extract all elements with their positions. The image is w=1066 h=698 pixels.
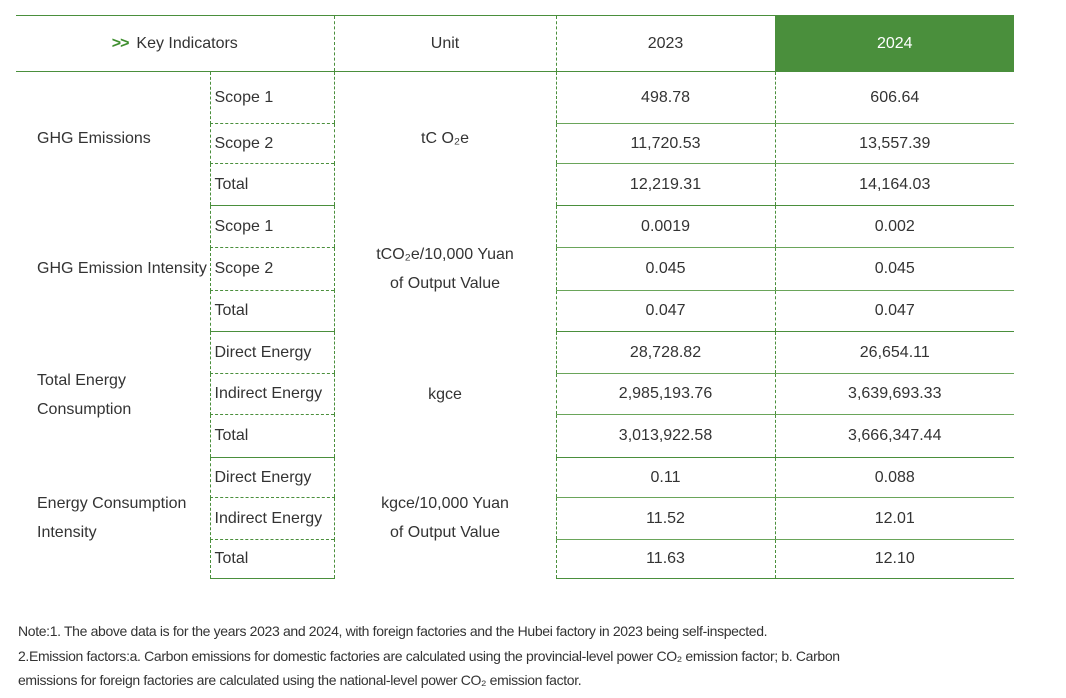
sub-indicator-label: Scope 1 xyxy=(209,71,335,124)
value-2024: 12.10 xyxy=(774,539,1015,579)
value-2024: 13,557.39 xyxy=(774,123,1015,164)
value-2023: 11.63 xyxy=(555,539,776,579)
table-row: Total Energy Consumption Direct Energy kgc… xyxy=(16,331,1015,458)
value-2024: 606.64 xyxy=(774,71,1015,124)
unit-cell: tCO₂e/10,000 Yuan of Output Value xyxy=(333,205,557,332)
unit-cell: tC O₂e xyxy=(333,71,557,206)
table-row: Energy Consumption Intensity Direct Energ… xyxy=(16,457,1015,579)
sub-indicator-label: Total xyxy=(209,414,335,458)
note-line: Note:1. The above data is for the years … xyxy=(18,623,768,639)
value-2024: 14,164.03 xyxy=(774,163,1015,206)
note-line: 2.Emission factors:a. Carbon emissions f… xyxy=(18,647,840,664)
sub-indicator-label: Direct Energy xyxy=(209,331,335,374)
value-2024: 0.045 xyxy=(774,247,1015,291)
double-chevron-icon: >> xyxy=(111,34,130,52)
value-2023: 0.11 xyxy=(555,457,776,498)
group-label: Energy Consumption Intensity xyxy=(37,495,187,541)
value-2024: 26,654.11 xyxy=(774,331,1015,374)
header-2024: 2024 xyxy=(774,15,1015,72)
value-2023: 0.0019 xyxy=(555,205,776,248)
header-unit: Unit xyxy=(333,15,557,72)
sub-indicator-label: Total xyxy=(209,163,335,206)
table-row: Total 11.63 12.10 xyxy=(16,539,1015,579)
table-row: Total 3,013,922.58 3,666,347.44 xyxy=(16,414,1015,458)
table-row: Total 0.047 0.047 xyxy=(16,290,1015,332)
group-label: GHG Emissions xyxy=(37,130,151,148)
value-2023: 2,985,193.76 xyxy=(555,373,776,415)
value-2024: 0.047 xyxy=(774,290,1015,332)
table-row: GHG Emission Intensity Scope 1 tCO₂e/10,00… xyxy=(16,205,1015,332)
value-2023: 0.047 xyxy=(555,290,776,332)
value-2023: 28,728.82 xyxy=(555,331,776,374)
group-label: Total Energy Consumption xyxy=(37,371,132,418)
value-2024: 12.01 xyxy=(774,497,1015,540)
table-row: Indirect Energy 11.52 12.01 xyxy=(16,497,1015,540)
notes: Note:1. The above data is for the years … xyxy=(18,619,840,693)
header-2023: 2023 xyxy=(555,15,776,72)
table-row: Scope 2 0.045 0.045 xyxy=(16,247,1015,291)
value-2023: 11,720.53 xyxy=(555,123,776,164)
group-label: GHG Emission Intensity xyxy=(37,260,207,277)
note-line: emissions for foreign factories are calc… xyxy=(18,672,582,688)
sub-indicator-label: Direct Energy xyxy=(209,457,335,498)
sub-indicator-label: Total xyxy=(209,539,335,579)
sub-indicator-label: Total xyxy=(209,290,335,332)
sub-indicator-label: Scope 1 xyxy=(209,205,335,248)
key-indicators-table: >> Key Indicators Unit 2023 2024 GHG Emis… xyxy=(16,15,1015,579)
header-row: >> Key Indicators Unit 2023 2024 xyxy=(16,15,1015,72)
sub-indicator-label: Indirect Energy xyxy=(209,373,335,415)
table-row: Total 12,219.31 14,164.03 xyxy=(16,163,1015,206)
table-row: Scope 2 11,720.53 13,557.39 xyxy=(16,123,1015,164)
value-2024: 0.002 xyxy=(774,205,1015,248)
unit-cell: kgce/10,000 Yuan of Output Value xyxy=(333,457,557,579)
value-2024: 3,639,693.33 xyxy=(774,373,1015,415)
sub-indicator-label: Scope 2 xyxy=(209,247,335,291)
value-2023: 11.52 xyxy=(555,497,776,540)
header-key-indicators-label: Key Indicators xyxy=(136,34,238,52)
value-2023: 498.78 xyxy=(555,71,776,124)
sub-indicator-label: Indirect Energy xyxy=(209,497,335,540)
value-2023: 12,219.31 xyxy=(555,163,776,206)
table-row: Indirect Energy 2,985,193.76 3,639,693.33 xyxy=(16,373,1015,415)
value-2024: 0.088 xyxy=(774,457,1015,498)
unit-cell: kgce xyxy=(333,331,557,458)
value-2023: 0.045 xyxy=(555,247,776,291)
value-2024: 3,666,347.44 xyxy=(774,414,1015,458)
table-row: GHG Emissions Scope 1 tC O₂e 498.78 606.64 xyxy=(16,71,1015,206)
header-key-indicators: >> Key Indicators xyxy=(16,15,335,72)
sub-indicator-label: Scope 2 xyxy=(209,123,335,164)
value-2023: 3,013,922.58 xyxy=(555,414,776,458)
